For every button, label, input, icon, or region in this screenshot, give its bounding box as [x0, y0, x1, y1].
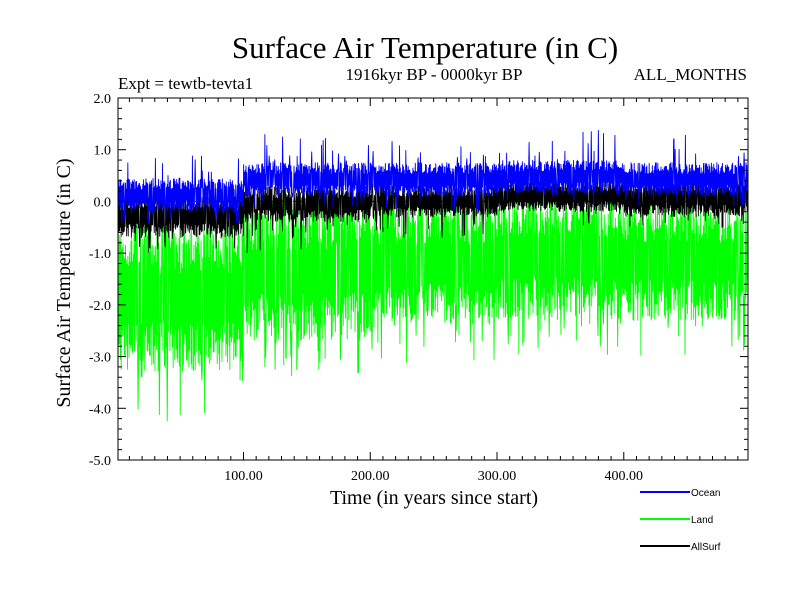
- y-axis-label: Surface Air Temperature (in C): [53, 158, 75, 407]
- y-tick-label: -3.0: [89, 351, 111, 366]
- x-axis-label: Time (in years since start): [330, 487, 538, 509]
- y-tick-label: 1.0: [94, 144, 112, 159]
- x-tick-label: 300.00: [478, 469, 517, 484]
- y-tick-label: -2.0: [89, 299, 111, 314]
- x-tick-label: 100.00: [224, 469, 263, 484]
- experiment-label: Expt = tewtb-tevta1: [118, 74, 253, 93]
- x-tick-label: 200.00: [351, 469, 390, 484]
- y-tick-label: 2.0: [94, 92, 112, 107]
- time-range-label: 1916kyr BP - 0000kyr BP: [346, 65, 523, 84]
- series-land: [117, 187, 749, 422]
- series-layer: [117, 129, 749, 422]
- legend-label-land: Land: [691, 515, 713, 526]
- x-tick-label: 400.00: [605, 469, 644, 484]
- series-line-land: [117, 187, 749, 422]
- legend-label-ocean: Ocean: [691, 488, 720, 499]
- y-tick-label: 0.0: [94, 195, 112, 210]
- months-label: ALL_MONTHS: [634, 65, 747, 84]
- y-tick-label: -5.0: [89, 454, 111, 469]
- axis-ticks: 100.00 200.00 300.00 400.00 2.0 1.0 0.0 -1.0 -2.…: [89, 92, 748, 484]
- series-line-ocean: [117, 129, 749, 225]
- legend-label-allsurf: AllSurf: [691, 542, 721, 553]
- y-tick-label: -4.0: [89, 402, 111, 417]
- y-tick-label: -1.0: [89, 247, 111, 262]
- chart-title: Surface Air Temperature (in C): [232, 30, 618, 65]
- legend: Ocean Land AllSurf: [640, 488, 721, 553]
- series-ocean: [117, 129, 749, 225]
- plot-area-frame: [117, 97, 749, 461]
